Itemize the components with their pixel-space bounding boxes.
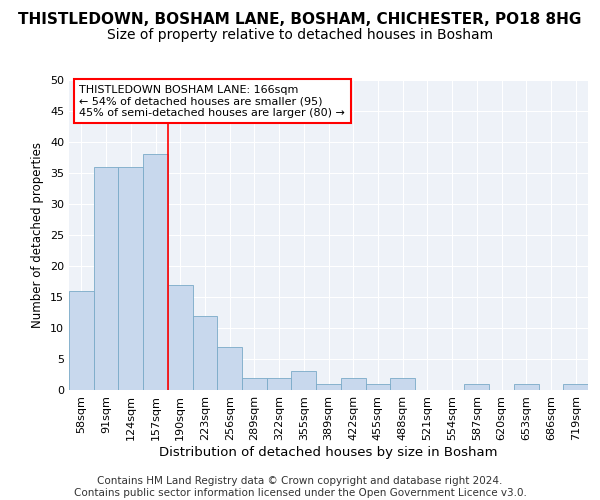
Text: THISTLEDOWN, BOSHAM LANE, BOSHAM, CHICHESTER, PO18 8HG: THISTLEDOWN, BOSHAM LANE, BOSHAM, CHICHE…: [19, 12, 581, 28]
Bar: [341, 378, 365, 390]
Bar: [94, 167, 118, 390]
Bar: [143, 154, 168, 390]
Bar: [316, 384, 341, 390]
Bar: [390, 378, 415, 390]
Bar: [168, 284, 193, 390]
X-axis label: Distribution of detached houses by size in Bosham: Distribution of detached houses by size …: [159, 446, 498, 458]
Bar: [365, 384, 390, 390]
Bar: [267, 378, 292, 390]
Text: Contains HM Land Registry data © Crown copyright and database right 2024.
Contai: Contains HM Land Registry data © Crown c…: [74, 476, 526, 498]
Y-axis label: Number of detached properties: Number of detached properties: [31, 142, 44, 328]
Bar: [464, 384, 489, 390]
Bar: [118, 167, 143, 390]
Text: Size of property relative to detached houses in Bosham: Size of property relative to detached ho…: [107, 28, 493, 42]
Bar: [514, 384, 539, 390]
Text: THISTLEDOWN BOSHAM LANE: 166sqm
← 54% of detached houses are smaller (95)
45% of: THISTLEDOWN BOSHAM LANE: 166sqm ← 54% of…: [79, 84, 345, 118]
Bar: [217, 346, 242, 390]
Bar: [242, 378, 267, 390]
Bar: [69, 291, 94, 390]
Bar: [292, 372, 316, 390]
Bar: [193, 316, 217, 390]
Bar: [563, 384, 588, 390]
